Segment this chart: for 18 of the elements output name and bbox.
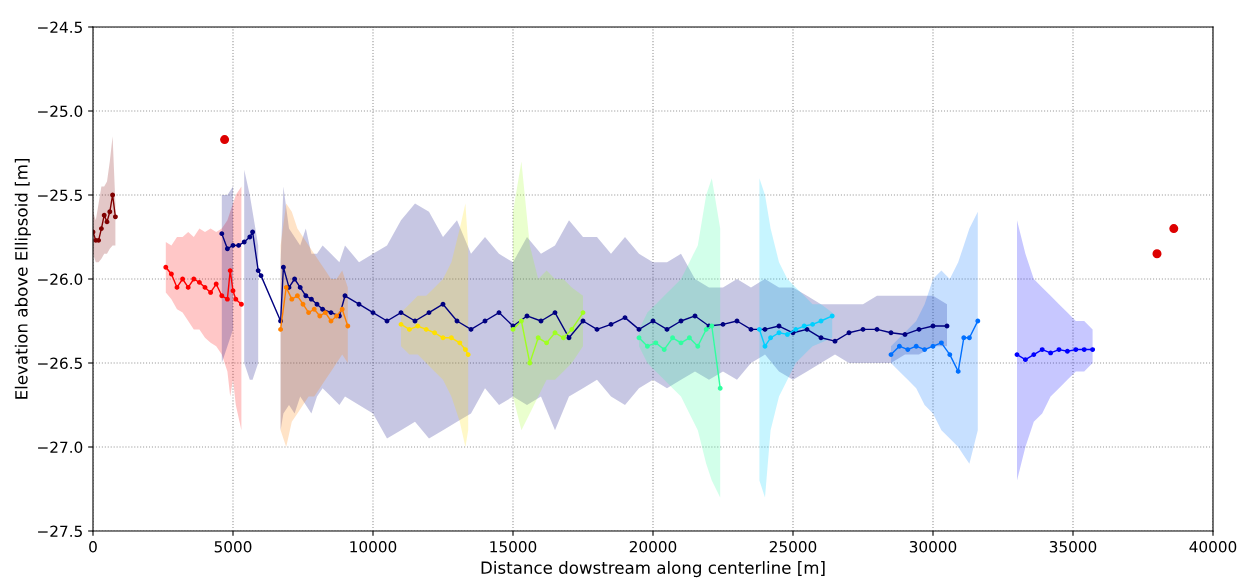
x-tick-label: 5000 — [214, 540, 252, 553]
x-axis-title: Distance dowstream along centerline [m] — [481, 561, 825, 578]
x-tick-label: 10000 — [350, 540, 397, 553]
y-tick-label: −26.0 — [38, 273, 83, 286]
x-tick-label: 35000 — [1049, 540, 1097, 553]
y-tick-label: −24.5 — [38, 21, 82, 34]
y-tick-label: −25.0 — [38, 105, 83, 118]
x-tick-label: 20000 — [629, 540, 677, 553]
x-tick-label: 0 — [89, 540, 97, 553]
y-axis-title: Elevation above Ellipsoid [m] — [14, 159, 31, 399]
y-tick-label: −27.0 — [38, 441, 83, 454]
y-tick-label: −26.5 — [38, 357, 82, 370]
x-tick-label: 15000 — [490, 540, 537, 553]
x-tick-label: 30000 — [909, 540, 957, 553]
x-tick-label: 25000 — [769, 540, 817, 553]
y-tick-label: −25.5 — [38, 189, 82, 202]
y-tick-label: −27.5 — [38, 525, 82, 538]
x-tick-label: 40000 — [1189, 540, 1237, 553]
